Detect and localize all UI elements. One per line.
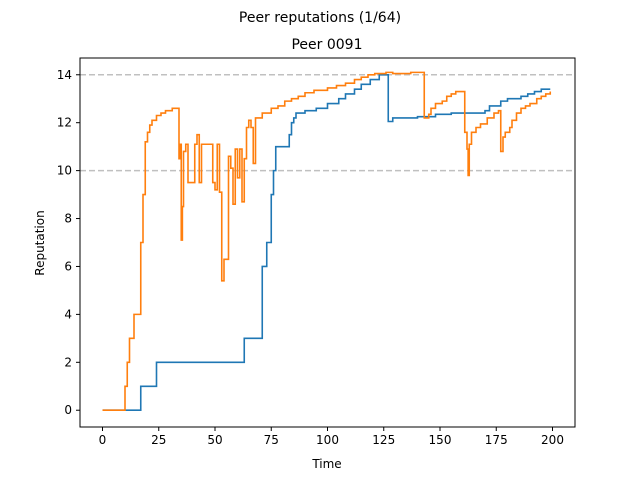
x-tick-label-150: 150 [429,433,452,447]
y-axis-label: Reputation [33,210,47,275]
x-tick-label-25: 25 [151,433,166,447]
series-group [102,71,552,412]
x-tick-label-125: 125 [372,433,395,447]
reference-lines [80,74,575,172]
y-tick-label-4: 4 [64,307,72,321]
x-tick-label-0: 0 [99,433,107,447]
series-1-line [102,73,551,412]
x-tick-label-75: 75 [264,433,279,447]
y-tick-label-2: 2 [64,355,72,369]
y-tick-label-14: 14 [57,68,72,82]
chart-title: Peer 0091 [291,37,362,53]
y-axis: 0 2 4 6 8 10 12 14 [57,68,80,417]
x-tick-label-50: 50 [207,433,222,447]
y-tick-label-10: 10 [57,164,72,178]
series-2-line [102,71,552,412]
x-tick-label-175: 175 [485,433,508,447]
chart-suptitle: Peer reputations (1/64) [239,10,401,26]
x-axis-label: Time [311,457,341,471]
x-tick-label-200: 200 [541,433,564,447]
y-tick-label-8: 8 [64,212,72,226]
y-tick-label-6: 6 [64,259,72,273]
x-tick-label-100: 100 [316,433,339,447]
y-tick-label-12: 12 [57,116,72,130]
y-tick-label-0: 0 [64,403,72,417]
x-axis: 0 25 50 75 100 125 150 175 200 [99,427,564,447]
